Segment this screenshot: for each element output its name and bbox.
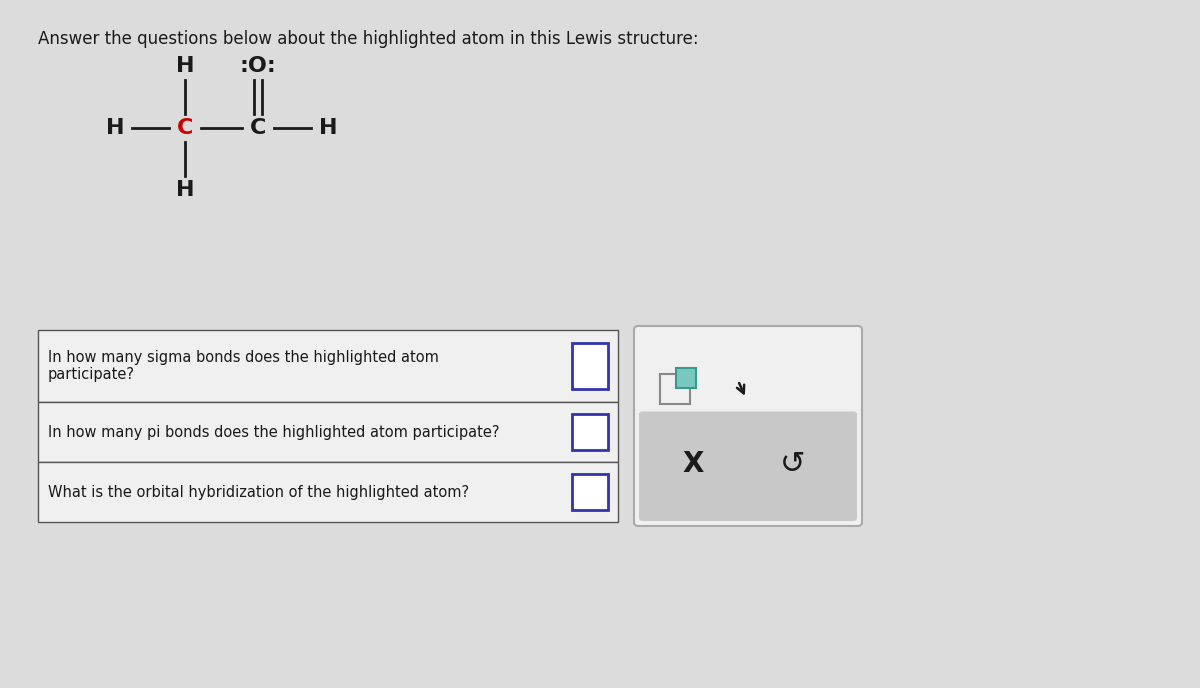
Text: H: H [175, 180, 194, 200]
Text: H: H [106, 118, 125, 138]
Text: ↺: ↺ [780, 450, 805, 479]
Text: Answer the questions below about the highlighted atom in this Lewis structure:: Answer the questions below about the hig… [38, 30, 698, 48]
FancyBboxPatch shape [676, 369, 696, 389]
FancyBboxPatch shape [640, 411, 857, 521]
FancyBboxPatch shape [38, 402, 618, 462]
FancyBboxPatch shape [572, 414, 608, 450]
Text: H: H [175, 56, 194, 76]
FancyBboxPatch shape [660, 374, 690, 405]
FancyBboxPatch shape [38, 330, 618, 402]
Text: What is the orbital hybridization of the highlighted atom?: What is the orbital hybridization of the… [48, 484, 469, 499]
FancyBboxPatch shape [572, 474, 608, 510]
FancyBboxPatch shape [38, 462, 618, 522]
Text: C: C [250, 118, 266, 138]
Text: :O:: :O: [240, 56, 276, 76]
FancyBboxPatch shape [634, 326, 862, 526]
Text: H: H [319, 118, 337, 138]
Text: X: X [683, 450, 703, 478]
Text: C: C [176, 118, 193, 138]
Text: In how many pi bonds does the highlighted atom participate?: In how many pi bonds does the highlighte… [48, 424, 499, 440]
FancyBboxPatch shape [572, 343, 608, 389]
Text: In how many sigma bonds does the highlighted atom
participate?: In how many sigma bonds does the highlig… [48, 350, 439, 383]
